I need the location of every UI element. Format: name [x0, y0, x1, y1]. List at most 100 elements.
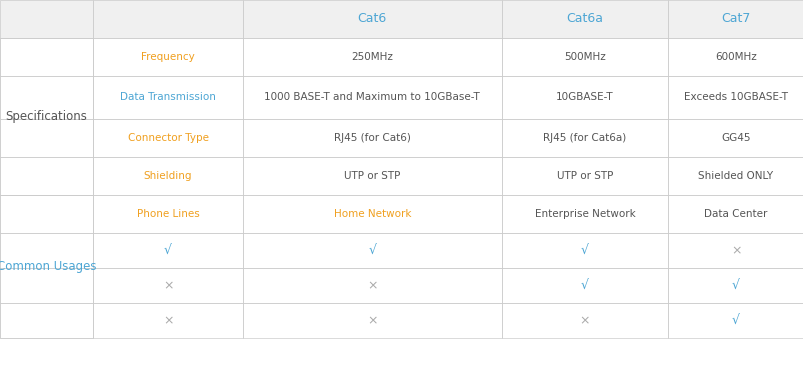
Bar	[0, 195, 93, 233]
Bar	[0, 0, 93, 38]
Bar	[0, 303, 93, 338]
Bar	[93, 76, 243, 119]
Text: 10GBASE-T: 10GBASE-T	[556, 93, 613, 102]
Bar	[667, 0, 803, 38]
Text: Exceeds 10GBASE-T: Exceeds 10GBASE-T	[683, 93, 787, 102]
Bar	[501, 303, 667, 338]
Bar	[0, 76, 93, 119]
Bar	[243, 157, 501, 195]
Bar	[93, 119, 243, 157]
Text: GG45: GG45	[720, 133, 750, 143]
Text: √: √	[732, 314, 739, 327]
Bar	[501, 195, 667, 233]
Text: Data Transmission: Data Transmission	[120, 93, 216, 102]
Text: Cat7: Cat7	[720, 12, 750, 26]
Bar	[501, 303, 667, 338]
Bar	[243, 195, 501, 233]
Bar	[667, 233, 803, 268]
Text: √: √	[581, 244, 588, 257]
Bar	[243, 233, 501, 268]
Bar	[93, 38, 243, 76]
Bar	[93, 76, 243, 119]
Bar	[667, 38, 803, 76]
Bar	[243, 303, 501, 338]
Bar	[667, 157, 803, 195]
Bar	[243, 233, 501, 268]
Bar	[93, 119, 243, 157]
Bar	[243, 195, 501, 233]
Text: Specifications: Specifications	[6, 110, 88, 123]
Bar	[93, 157, 243, 195]
Bar	[0, 195, 93, 338]
Text: Phone Lines: Phone Lines	[137, 209, 199, 219]
Text: 500MHz: 500MHz	[564, 52, 605, 62]
Bar	[0, 195, 93, 233]
Bar	[93, 0, 243, 38]
Bar	[243, 76, 501, 119]
Bar	[93, 233, 243, 268]
Bar	[501, 119, 667, 157]
Bar	[501, 38, 667, 76]
Bar	[667, 303, 803, 338]
Text: ×: ×	[579, 314, 589, 327]
Text: Shielding: Shielding	[144, 171, 192, 181]
Bar	[501, 157, 667, 195]
Bar	[501, 268, 667, 303]
Text: Connector Type: Connector Type	[128, 133, 208, 143]
Text: Shielded ONLY: Shielded ONLY	[698, 171, 772, 181]
Bar	[0, 0, 93, 38]
Bar	[243, 157, 501, 195]
Text: √: √	[732, 279, 739, 292]
Text: ×: ×	[366, 279, 377, 292]
Bar	[667, 0, 803, 38]
Bar	[93, 195, 243, 233]
Text: UTP or STP: UTP or STP	[556, 171, 613, 181]
Bar	[0, 157, 93, 195]
Bar	[93, 303, 243, 338]
Bar	[243, 0, 501, 38]
Bar	[243, 76, 501, 119]
Bar	[501, 0, 667, 38]
Bar	[243, 38, 501, 76]
Bar	[0, 119, 93, 157]
Bar	[667, 119, 803, 157]
Bar	[667, 195, 803, 233]
Bar	[501, 195, 667, 233]
Bar	[667, 233, 803, 268]
Bar	[667, 195, 803, 233]
Bar	[243, 0, 501, 38]
Bar	[243, 119, 501, 157]
Text: ×: ×	[366, 314, 377, 327]
Bar	[243, 268, 501, 303]
Bar	[0, 119, 93, 157]
Text: 600MHz: 600MHz	[715, 52, 756, 62]
Text: ×: ×	[162, 314, 173, 327]
Text: Frequency: Frequency	[141, 52, 194, 62]
Text: √: √	[368, 244, 376, 257]
Bar	[667, 76, 803, 119]
Bar	[501, 76, 667, 119]
Text: Home Network: Home Network	[333, 209, 410, 219]
Bar	[0, 233, 93, 268]
Text: ×: ×	[730, 244, 740, 257]
Bar	[243, 268, 501, 303]
Bar	[501, 233, 667, 268]
Text: Common Usages: Common Usages	[0, 260, 96, 273]
Bar	[501, 119, 667, 157]
Text: √: √	[164, 244, 172, 257]
Bar	[0, 38, 93, 76]
Bar	[93, 38, 243, 76]
Bar	[93, 268, 243, 303]
Bar	[0, 38, 93, 195]
Text: RJ45 (for Cat6a): RJ45 (for Cat6a)	[543, 133, 626, 143]
Bar	[0, 268, 93, 303]
Bar	[501, 76, 667, 119]
Bar	[0, 303, 93, 338]
Bar	[667, 157, 803, 195]
Bar	[667, 268, 803, 303]
Bar	[501, 38, 667, 76]
Bar	[667, 76, 803, 119]
Bar	[93, 0, 243, 38]
Bar	[667, 303, 803, 338]
Text: Cat6a: Cat6a	[565, 12, 603, 26]
